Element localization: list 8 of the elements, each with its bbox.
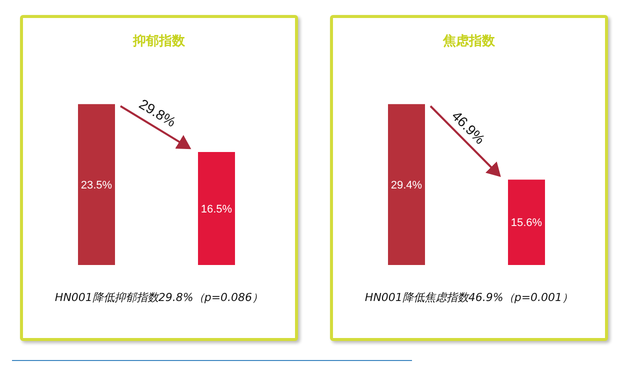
chart-title: 焦虑指数 xyxy=(442,33,496,50)
chart-title: 抑郁指数 xyxy=(132,33,186,50)
data-label: 15.6% xyxy=(510,217,542,230)
text: HN001降低抑郁指数29.8%（p=0.086） xyxy=(54,290,264,305)
data-label: 23.5% xyxy=(80,179,112,192)
data-label: 29.4% xyxy=(390,179,422,192)
text: HN001降低焦虑指数46.9%（p=0.001） xyxy=(364,290,574,305)
data-label: 16.5% xyxy=(200,203,232,216)
